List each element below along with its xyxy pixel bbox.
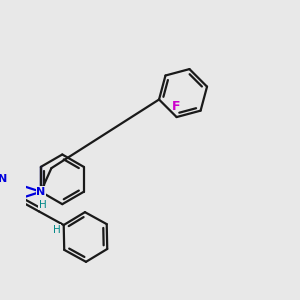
Text: F: F xyxy=(172,100,181,113)
Text: N: N xyxy=(36,187,45,197)
Text: N: N xyxy=(0,174,7,184)
Text: H: H xyxy=(39,200,46,210)
Text: H: H xyxy=(53,225,61,235)
